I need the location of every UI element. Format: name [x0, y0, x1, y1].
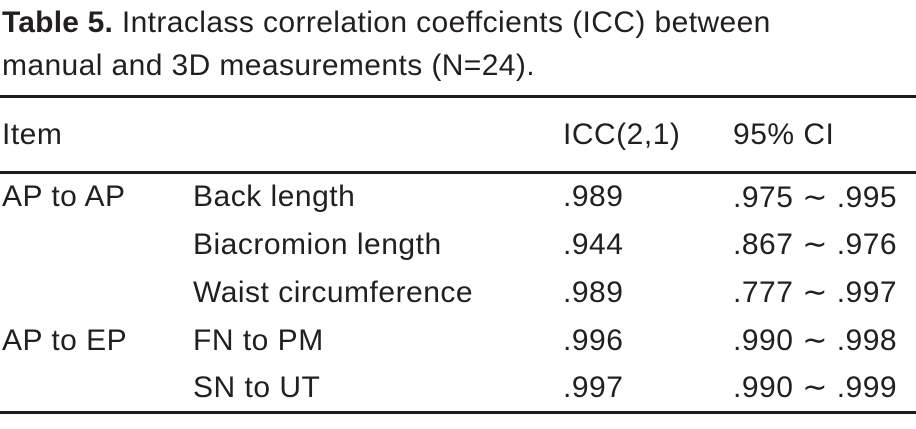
table-caption-label: Table 5.: [2, 6, 114, 39]
table-caption: Table 5. Intraclass correlation coeffcie…: [2, 1, 914, 87]
table-row: SN to UT .997 .990 ∼ .999: [0, 365, 916, 413]
measurement-cell: Biacromion length: [193, 227, 442, 261]
header-ci: 95% CI: [733, 96, 916, 174]
measurement-cell: Back length: [193, 180, 356, 214]
ci-cell: .867 ∼ .976: [733, 228, 898, 261]
group-cell: [0, 365, 193, 413]
header-item: Item: [0, 96, 564, 174]
ci-cell: .990 ∼ .999: [733, 371, 898, 405]
table-row: AP to AP Back length .989 .975 ∼ .995: [0, 173, 916, 221]
table-header-row: Item ICC(2,1) 95% CI: [0, 96, 916, 174]
icc-cell: .996: [563, 323, 624, 357]
icc-table: Item ICC(2,1) 95% CI AP to AP Back lengt…: [0, 95, 916, 414]
icc-cell: .997: [563, 370, 624, 404]
table-caption-line1: Intraclass correlation coeffcients (ICC)…: [121, 6, 771, 39]
group-cell: [0, 221, 193, 269]
measurement-cell: FN to PM: [193, 323, 324, 357]
group-cell: [0, 269, 193, 317]
ci-cell: .975 ∼ .995: [733, 180, 898, 214]
ci-cell: .990 ∼ .998: [733, 324, 898, 357]
group-cell: AP to EP: [2, 323, 128, 357]
icc-cell: .989: [563, 275, 624, 309]
table-row: Biacromion length .944 .867 ∼ .976: [0, 221, 916, 269]
measurement-cell: SN to UT: [193, 370, 321, 404]
table-row: Waist circumference .989 .777 ∼ .997: [0, 269, 916, 317]
ci-cell: .777 ∼ .997: [733, 276, 898, 309]
measurement-cell: Waist circumference: [193, 275, 474, 309]
group-cell: AP to AP: [2, 180, 126, 214]
header-icc: ICC(2,1): [563, 96, 734, 174]
table-caption-line2: manual and 3D measurements (N=24).: [2, 49, 536, 82]
table-row: AP to EP FN to PM .996 .990 ∼ .998: [0, 317, 916, 365]
icc-cell: .989: [563, 180, 624, 214]
icc-cell: .944: [563, 227, 624, 261]
